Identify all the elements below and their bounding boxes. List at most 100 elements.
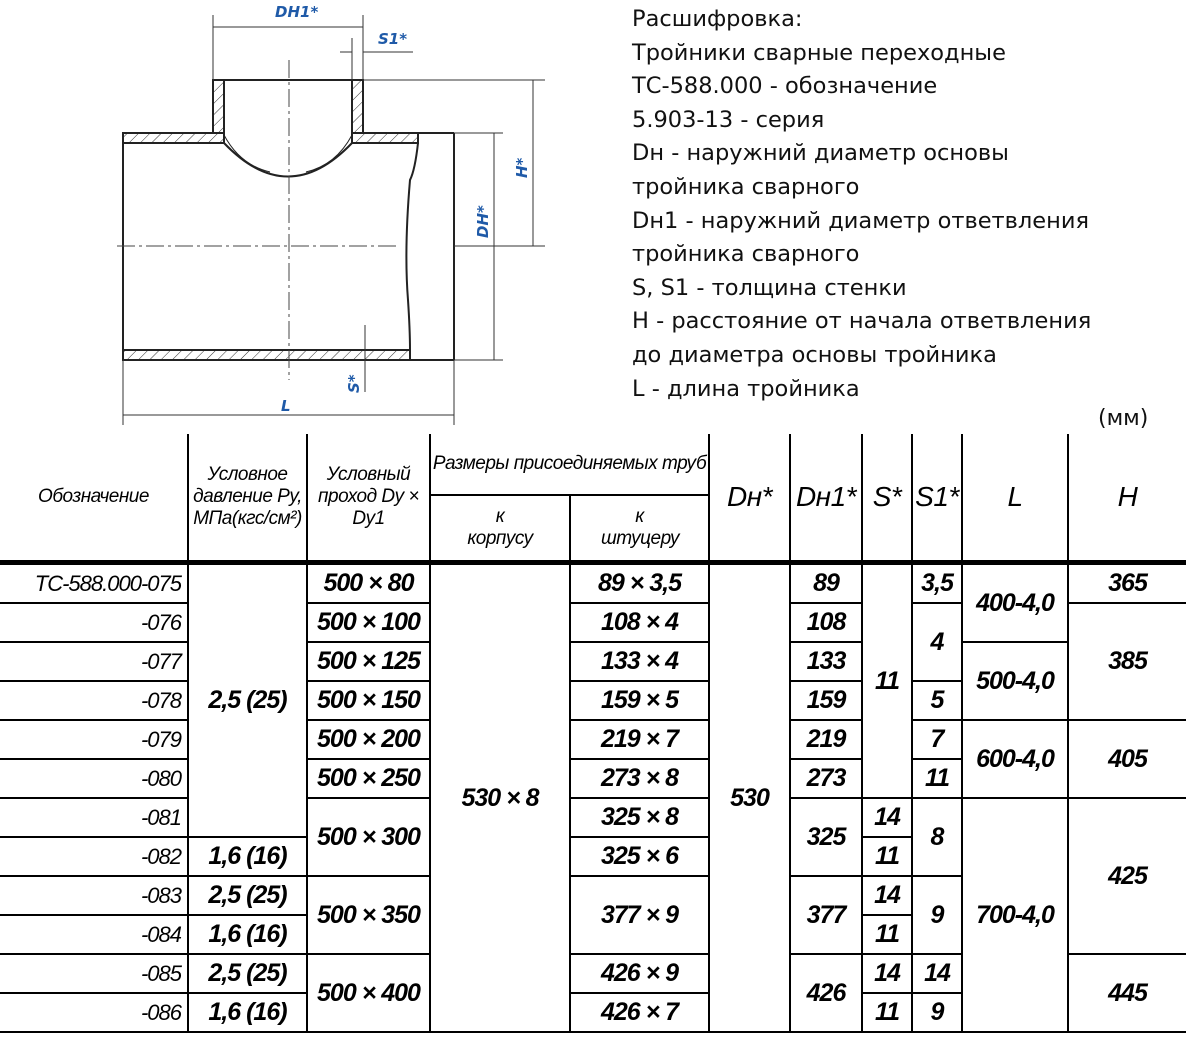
header-dh1: Dн1* [789,434,863,564]
table-row: -084 1,6 (16) 11 [0,914,1186,955]
to-fitting-cell: 325 × 8 [569,797,710,838]
h-cell: 385 [1067,602,1186,721]
to-fitting-cell: 273 × 8 [569,758,710,799]
to-fitting-cell: 426 × 7 [569,992,710,1033]
s-cell: 11 [861,561,913,799]
pressure-cell: 1,6 (16) [187,992,308,1033]
dimension-lines [122,15,545,425]
h-cell: 445 [1067,953,1186,1033]
designation-cell: -082 [0,836,189,877]
s1-cell: 7 [911,719,963,760]
passage-cell: 500 × 400 [306,953,431,1033]
units-label: (мм) [1098,406,1149,431]
legend-line: до диаметра основы тройника [632,341,997,368]
to-fitting-cell: 377 × 9 [569,875,710,955]
to-fitting-cell: 89 × 3,5 [569,561,710,604]
passage-cell: 500 × 250 [306,758,431,799]
passage-cell: 500 × 100 [306,602,431,643]
header-s: S* [861,434,913,564]
to-fitting-cell: 325 × 6 [569,836,710,877]
s-cell: 14 [861,953,913,994]
table-row: -081 500 × 300 325 × 8 325 14 8 700-4,0 … [0,797,1186,1033]
designation-cell: -076 [0,602,189,643]
legend-line: тройника сварного [632,241,860,268]
s1-cell: 9 [911,875,963,955]
dh-cell: 530 [708,561,791,1033]
label-l: L [281,397,291,415]
h-cell: 405 [1067,719,1186,799]
label-h: H* [513,157,531,178]
s-cell: 14 [861,797,913,838]
header-pressure: Условное давление Pу, МПа(кгс/см²) [187,434,308,564]
tee-drawing: DH1* S1* H* DH* S* L [117,3,545,425]
s1-cell: 14 [911,953,963,994]
s-cell: 11 [861,992,913,1033]
dh1-cell: 219 [789,719,863,760]
designation-cell: ТС-588.000-075 [0,561,189,604]
table-row: ТС-588.000-075 2,5 (25) 500 × 80 530 × 8… [0,561,1186,1033]
dh1-cell: 325 [789,797,863,877]
s-cell: 11 [861,914,913,955]
header-l: L [961,434,1069,564]
l-cell: 400-4,0 [961,561,1069,643]
table-row: -086 1,6 (16) 426 × 7 11 9 [0,992,1186,1033]
designation-cell: -078 [0,680,189,721]
to-body-cell: 530 × 8 [429,561,571,1033]
l-cell: 600-4,0 [961,719,1069,799]
pressure-cell: 1,6 (16) [187,836,308,877]
designation-cell: -080 [0,758,189,799]
s-cell: 11 [861,836,913,877]
h-cell: 425 [1067,797,1186,955]
center-lines [117,60,400,380]
label-dh: DH* [474,205,492,238]
header-pipe-sizes: Размеры присоединяемых труб [429,434,710,496]
table-row: -080 500 × 250 273 × 8 273 11 [0,758,1186,799]
passage-cell: 500 × 350 [306,875,431,955]
dh1-cell: 377 [789,875,863,955]
legend-line: H - расстояние от начала ответвления [632,308,1092,335]
legend-line: S, S1 - толщина стенки [632,274,907,301]
table-row: -085 2,5 (25) 500 × 400 426 × 9 426 14 1… [0,953,1186,1033]
s1-cell: 4 [911,602,963,682]
l-cell: 700-4,0 [961,797,1069,1033]
dh1-cell: 133 [789,641,863,682]
label-s1: S1* [378,30,407,48]
to-fitting-cell: 426 × 9 [569,953,710,994]
legend-line: тройника сварного [632,173,860,200]
to-fitting-cell: 219 × 7 [569,719,710,760]
legend-line: Тройники сварные переходные [632,39,1006,66]
passage-cell: 500 × 150 [306,680,431,721]
legend-title: Расшифровка: [632,6,803,32]
legend-line: Dн - наружний диаметр основы [632,140,1009,167]
s1-cell: 8 [911,797,963,877]
designation-cell: -081 [0,797,189,838]
header-h: H [1067,434,1186,564]
l-cell: 500-4,0 [961,641,1069,721]
pressure-cell: 2,5 (25) [187,953,308,994]
passage-cell: 500 × 80 [306,561,431,604]
dh1-cell: 159 [789,680,863,721]
header-s1: S1* [911,434,963,564]
header-to-fitting: к штуцеру [569,495,710,565]
table-row: -082 1,6 (16) 325 × 6 11 [0,836,1186,877]
designation-cell: -077 [0,641,189,682]
table-row: -076 500 × 100 108 × 4 108 4 385 [0,602,1186,721]
passage-cell: 500 × 200 [306,719,431,760]
to-fitting-cell: 159 × 5 [569,680,710,721]
to-fitting-cell: 133 × 4 [569,641,710,682]
label-s: S* [345,374,363,393]
legend-line: ТС-588.000 - обозначение [632,73,938,100]
header-designation: Обозначение [0,434,189,564]
dimensions-table: Обозначение Условное давление Pу, МПа(кг… [0,434,1186,1033]
s1-cell: 5 [911,680,963,721]
to-fitting-cell: 108 × 4 [569,602,710,643]
s1-cell: 11 [911,758,963,799]
table-row: -079 500 × 200 219 × 7 219 7 600-4,0 405 [0,719,1186,799]
dh1-cell: 426 [789,953,863,1033]
h-cell: 365 [1067,561,1186,604]
passage-cell: 500 × 300 [306,797,431,877]
table-row: -083 2,5 (25) 500 × 350 377 × 9 377 14 9 [0,875,1186,955]
s1-cell: 9 [911,992,963,1033]
designation-cell: -085 [0,953,189,994]
passage-cell: 500 × 125 [306,641,431,682]
